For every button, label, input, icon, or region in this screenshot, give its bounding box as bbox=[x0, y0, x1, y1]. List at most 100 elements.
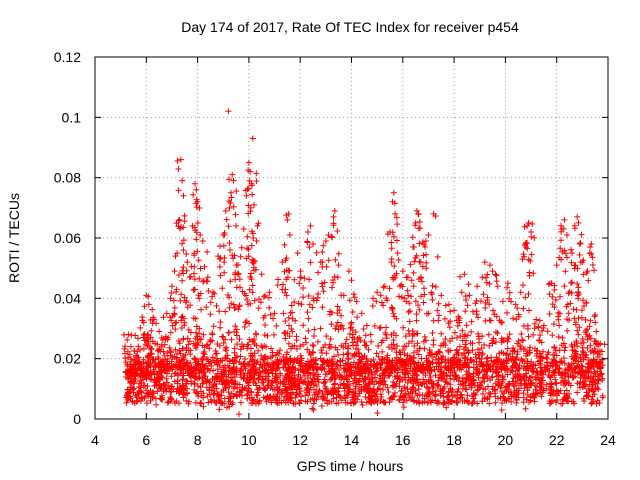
data-point bbox=[447, 367, 454, 374]
data-point bbox=[422, 372, 429, 379]
data-point bbox=[341, 375, 348, 382]
data-point bbox=[471, 391, 478, 398]
data-point bbox=[461, 355, 468, 362]
data-point bbox=[464, 392, 471, 399]
data-point bbox=[418, 274, 425, 281]
data-point bbox=[290, 400, 297, 407]
data-point bbox=[390, 392, 397, 399]
data-point bbox=[401, 392, 408, 399]
data-point bbox=[192, 399, 199, 406]
data-point bbox=[384, 352, 391, 359]
data-point bbox=[187, 273, 194, 280]
data-point bbox=[226, 176, 233, 183]
data-point bbox=[282, 356, 289, 363]
data-point bbox=[558, 256, 565, 263]
data-point bbox=[479, 351, 486, 358]
data-point bbox=[552, 347, 559, 354]
data-point bbox=[179, 277, 186, 284]
data-point bbox=[246, 320, 253, 327]
data-point bbox=[445, 363, 452, 370]
data-point bbox=[301, 372, 308, 379]
data-point bbox=[215, 253, 222, 260]
data-point bbox=[396, 378, 403, 385]
data-point bbox=[363, 322, 370, 329]
data-point bbox=[481, 259, 488, 266]
data-point bbox=[498, 406, 505, 413]
data-point bbox=[562, 268, 569, 275]
data-point bbox=[593, 328, 600, 335]
data-point bbox=[456, 358, 463, 365]
data-point bbox=[599, 394, 606, 401]
data-point bbox=[240, 343, 247, 350]
data-point bbox=[123, 368, 130, 375]
data-point bbox=[388, 255, 395, 262]
data-point bbox=[525, 333, 532, 340]
data-point bbox=[192, 370, 199, 377]
data-point bbox=[319, 283, 326, 290]
data-point bbox=[299, 341, 306, 348]
data-point bbox=[161, 362, 168, 369]
data-point bbox=[402, 390, 409, 397]
data-point bbox=[311, 332, 318, 339]
data-point bbox=[258, 271, 265, 278]
data-point bbox=[492, 399, 499, 406]
data-point bbox=[561, 216, 568, 223]
data-point bbox=[575, 331, 582, 338]
data-point bbox=[412, 298, 419, 305]
data-point bbox=[473, 297, 480, 304]
data-point bbox=[412, 387, 419, 394]
data-point bbox=[300, 294, 307, 301]
data-point bbox=[553, 262, 560, 269]
data-point bbox=[300, 284, 307, 291]
data-point bbox=[222, 207, 229, 214]
data-point bbox=[335, 262, 342, 269]
data-point bbox=[171, 268, 178, 275]
data-point bbox=[557, 293, 564, 300]
data-point bbox=[352, 329, 359, 336]
data-point bbox=[196, 295, 203, 302]
data-point bbox=[594, 377, 601, 384]
data-point bbox=[490, 307, 497, 314]
data-point bbox=[379, 348, 386, 355]
data-point bbox=[178, 291, 185, 298]
data-point bbox=[419, 263, 426, 270]
data-point bbox=[372, 371, 379, 378]
data-point bbox=[226, 205, 233, 212]
data-point bbox=[148, 345, 155, 352]
data-point bbox=[285, 267, 292, 274]
data-point bbox=[143, 400, 150, 407]
data-point bbox=[546, 373, 553, 380]
data-point bbox=[285, 210, 292, 217]
data-point bbox=[503, 352, 510, 359]
data-point bbox=[403, 397, 410, 404]
data-point bbox=[179, 383, 186, 390]
data-point bbox=[528, 251, 535, 258]
data-point bbox=[121, 345, 128, 352]
data-point bbox=[171, 310, 178, 317]
data-point bbox=[221, 269, 228, 276]
data-point bbox=[167, 314, 174, 321]
data-point bbox=[216, 378, 223, 385]
data-point bbox=[461, 271, 468, 278]
data-point bbox=[378, 339, 385, 346]
data-point bbox=[537, 332, 544, 339]
data-point bbox=[339, 357, 346, 364]
x-tick-label: 20 bbox=[498, 432, 514, 448]
data-point bbox=[592, 319, 599, 326]
data-point bbox=[175, 187, 182, 194]
data-point bbox=[486, 301, 493, 308]
data-point bbox=[291, 298, 298, 305]
data-point bbox=[296, 280, 303, 287]
data-point bbox=[597, 340, 604, 347]
data-point bbox=[370, 356, 377, 363]
data-point bbox=[235, 271, 242, 278]
data-point bbox=[509, 378, 516, 385]
data-point bbox=[388, 239, 395, 246]
grid-lines bbox=[95, 57, 608, 419]
data-point bbox=[230, 203, 237, 210]
data-point bbox=[280, 310, 287, 317]
data-point bbox=[523, 382, 530, 389]
data-point bbox=[321, 279, 328, 286]
data-point bbox=[236, 302, 243, 309]
data-point bbox=[219, 333, 226, 340]
